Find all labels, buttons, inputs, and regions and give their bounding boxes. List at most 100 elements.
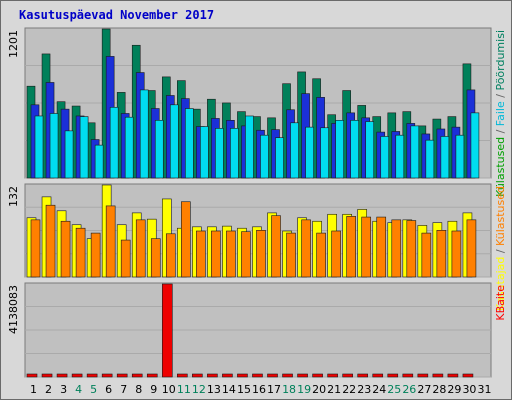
bar-visits-külastused-day-6 (105, 205, 116, 278)
x-tick-label: 14 (222, 383, 236, 396)
chart-title: Kasutuspäevad November 2017 (19, 8, 215, 22)
bar-visits-külastused-day-18 (286, 232, 296, 278)
bar-kbytes-kbaite-day-7 (116, 373, 128, 378)
bar-visits-külastused-day-25 (391, 219, 402, 278)
bar-kbytes-kbaite-day-6 (101, 373, 113, 378)
x-tick-label: 2 (45, 383, 52, 396)
x-tick-label: 10 (162, 383, 176, 396)
bar-visits-külastused-day-12 (196, 230, 206, 278)
bar-kbytes-kbaite-day-30 (462, 373, 474, 378)
panel-kbytes-ymax-label: 4138083 (7, 285, 20, 334)
bar-requests-külastused-day-28 (440, 136, 450, 179)
panel-visits-legend: Kasutajad / Külastused (494, 186, 507, 311)
x-tick-label: 12 (192, 383, 206, 396)
x-tick-label: 23 (357, 383, 371, 396)
bar-visits-külastused-day-20 (316, 232, 326, 278)
bar-visits-külastused-day-19 (301, 219, 311, 278)
bar-requests-külastused-day-10 (169, 104, 179, 179)
bar-kbytes-kbaite-day-9 (146, 373, 158, 378)
panel-requests-legend-item: / (494, 126, 507, 137)
panel-visits-legend-item: Külastused (494, 186, 507, 246)
bar-requests-külastused-day-12 (200, 126, 209, 179)
bar-kbytes-kbaite-day-23 (357, 373, 369, 378)
bar-kbytes-kbaite-day-15 (237, 373, 248, 378)
bar-visits-külastused-day-13 (211, 230, 221, 278)
bar-kbytes-kbaite-day-20 (312, 373, 323, 378)
x-tick-label: 19 (297, 383, 311, 396)
bar-requests-külastused-day-20 (320, 127, 329, 179)
x-tick-label: 6 (105, 383, 112, 396)
bar-kbytes-kbaite-day-29 (447, 373, 459, 378)
bar-requests-külastused-day-5 (94, 144, 104, 179)
x-tick-label: 28 (432, 383, 446, 396)
bar-requests-külastused-day-14 (230, 128, 239, 179)
x-tick-label: 30 (462, 383, 476, 396)
x-tick-label: 7 (120, 383, 127, 396)
x-tick-label: 26 (402, 383, 416, 396)
bar-requests-külastused-day-7 (124, 116, 134, 179)
x-tick-label: 18 (282, 383, 296, 396)
bar-visits-külastused-day-5 (90, 232, 101, 278)
bar-requests-külastused-day-3 (64, 130, 74, 179)
bar-kbytes-kbaite-day-5 (86, 373, 98, 378)
bar-visits-külastused-day-24 (376, 216, 387, 278)
bar-kbytes-kbaite-day-14 (222, 373, 233, 378)
bar-requests-külastused-day-9 (154, 120, 164, 179)
bar-visits-külastused-day-1 (30, 219, 41, 278)
x-tick-label: 5 (90, 383, 97, 396)
bar-requests-külastused-day-22 (350, 120, 359, 179)
bar-requests-külastused-day-29 (455, 134, 465, 179)
bar-visits-külastused-day-21 (331, 230, 341, 278)
bar-visits-külastused-day-10 (165, 233, 176, 278)
x-tick-label: 17 (267, 383, 281, 396)
bar-visits-külastused-day-30 (466, 219, 477, 278)
panel-kbytes-legend-item: KBaite (494, 285, 507, 321)
bar-kbytes-kbaite-day-16 (252, 373, 263, 378)
bar-visits-külastused-day-8 (135, 219, 146, 278)
bar-kbytes-kbaite-day-25 (387, 373, 399, 378)
panel-kbytes-legend: KBaite (494, 285, 507, 321)
bar-requests-külastused-day-8 (139, 89, 149, 179)
panel-requests-legend-item: / (494, 91, 507, 102)
panel-requests-ymax-label: 1201 (7, 30, 20, 58)
bar-requests-külastused-day-18 (290, 122, 299, 179)
bar-visits-külastused-day-26 (406, 220, 417, 278)
bar-visits-külastused-day-17 (271, 215, 281, 278)
bar-kbytes-kbaite-day-22 (342, 373, 353, 378)
bar-requests-külastused-day-4 (79, 116, 89, 179)
bar-visits-külastused-day-27 (421, 232, 432, 278)
bar-requests-külastused-day-19 (305, 126, 314, 179)
bar-requests-külastused-day-15 (245, 115, 254, 179)
bar-kbytes-kbaite-day-24 (372, 373, 384, 378)
panel-requests-legend-item: Faile (494, 101, 507, 126)
bar-requests-külastused-day-25 (395, 134, 405, 179)
bar-kbytes-kbaite-day-26 (402, 373, 414, 378)
panel-visits-legend-item: Kasutajad (494, 257, 507, 311)
bar-kbytes-kbaite-day-19 (297, 373, 308, 378)
bar-kbytes-kbaite-day-21 (327, 373, 338, 378)
bar-kbytes-kbaite-day-4 (71, 373, 83, 378)
bar-requests-külastused-day-26 (410, 125, 420, 179)
bar-requests-külastused-day-16 (260, 134, 269, 179)
x-tick-label: 27 (417, 383, 431, 396)
x-tick-label: 20 (312, 383, 326, 396)
bar-kbytes-kbaite-day-3 (56, 373, 68, 378)
x-tick-label: 8 (135, 383, 142, 396)
bar-requests-külastused-day-17 (275, 137, 284, 179)
bar-requests-külastused-day-11 (185, 108, 194, 179)
bar-kbytes-kbaite-day-10 (161, 283, 173, 378)
bar-requests-külastused-day-2 (49, 113, 59, 179)
x-tick-label: 11 (177, 383, 191, 396)
panel-requests-legend: Külastused / Faile / Pöördumisi (494, 30, 507, 197)
x-tick-label: 16 (252, 383, 266, 396)
bar-kbytes-kbaite-day-8 (131, 373, 143, 378)
bar-requests-külastused-day-24 (380, 136, 390, 179)
bar-requests-külastused-day-27 (425, 139, 435, 179)
x-tick-label: 4 (75, 383, 82, 396)
x-tick-label: 1 (30, 383, 37, 396)
bar-visits-külastused-day-16 (256, 230, 266, 278)
bar-visits-külastused-day-28 (436, 230, 447, 278)
panel-requests-legend-item: Pöördumisi (494, 30, 507, 91)
bar-requests-külastused-day-13 (215, 128, 224, 179)
